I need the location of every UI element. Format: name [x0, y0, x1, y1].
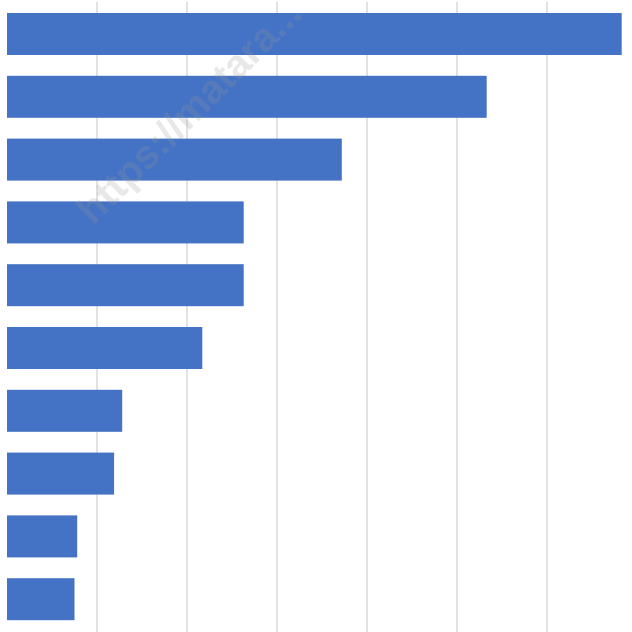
bar	[7, 201, 244, 244]
bar	[7, 515, 78, 558]
bar	[7, 452, 115, 495]
bar	[7, 327, 203, 369]
bar	[7, 75, 487, 118]
bar	[7, 389, 123, 432]
bar	[7, 578, 75, 621]
bar	[7, 138, 342, 181]
bar	[7, 264, 244, 307]
bars	[7, 13, 622, 621]
bar	[7, 13, 622, 55]
